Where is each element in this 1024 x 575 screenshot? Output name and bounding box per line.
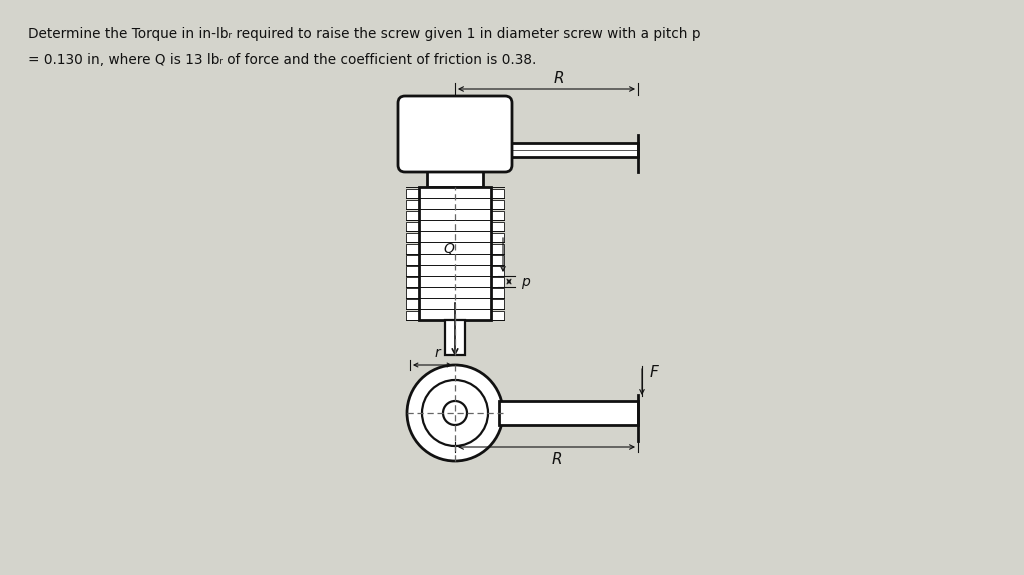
Bar xyxy=(490,244,504,254)
Bar xyxy=(490,211,504,220)
Bar xyxy=(406,310,419,320)
Text: F: F xyxy=(650,365,658,380)
Bar xyxy=(490,255,504,264)
Bar xyxy=(427,165,483,187)
Text: Q: Q xyxy=(443,242,455,255)
Circle shape xyxy=(443,401,467,425)
Text: p: p xyxy=(521,274,529,289)
Bar xyxy=(406,244,419,254)
Bar xyxy=(490,300,504,309)
Bar xyxy=(490,289,504,298)
Text: R: R xyxy=(551,452,562,467)
Bar xyxy=(490,277,504,287)
Bar xyxy=(406,222,419,231)
Bar xyxy=(490,200,504,209)
FancyBboxPatch shape xyxy=(398,96,512,172)
Text: R: R xyxy=(553,71,564,86)
Circle shape xyxy=(407,365,503,461)
Bar xyxy=(406,189,419,198)
Circle shape xyxy=(422,380,488,446)
Bar xyxy=(445,320,465,355)
Bar xyxy=(406,289,419,298)
Bar xyxy=(406,200,419,209)
Bar xyxy=(490,222,504,231)
Text: Determine the Torque in in-lbᵣ required to raise the screw given 1 in diameter s: Determine the Torque in in-lbᵣ required … xyxy=(28,27,700,41)
Bar xyxy=(490,266,504,275)
Bar xyxy=(419,187,490,320)
Bar xyxy=(406,266,419,275)
Bar xyxy=(406,233,419,243)
Bar xyxy=(505,143,638,157)
Bar xyxy=(490,233,504,243)
Bar xyxy=(490,310,504,320)
Bar xyxy=(406,255,419,264)
Bar xyxy=(406,211,419,220)
Text: = 0.130 in, where Q is 13 lbᵣ of force and the coefficient of friction is 0.38.: = 0.130 in, where Q is 13 lbᵣ of force a… xyxy=(28,53,537,67)
Text: r: r xyxy=(434,346,440,360)
Bar xyxy=(490,189,504,198)
Bar xyxy=(406,300,419,309)
Bar xyxy=(406,277,419,287)
Bar xyxy=(499,401,638,425)
